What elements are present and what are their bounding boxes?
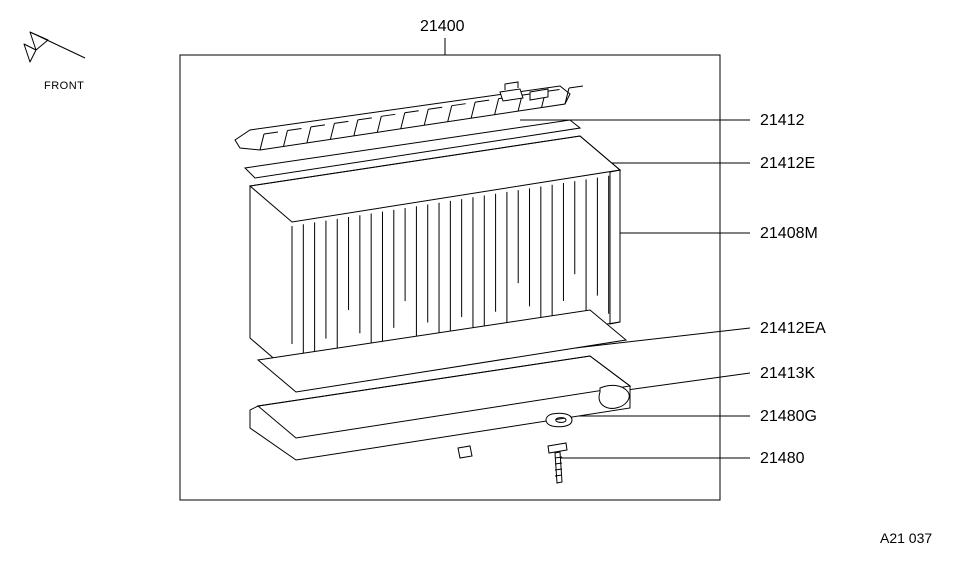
callout-21480: 21480 bbox=[760, 450, 805, 468]
drain-washer bbox=[546, 413, 572, 427]
lower-tank-drain-boss bbox=[458, 446, 472, 458]
assembly-label: 21400 bbox=[420, 18, 465, 36]
callout-21412ea: 21412EA bbox=[760, 320, 826, 338]
corner-code: A21 037 bbox=[880, 530, 932, 546]
callout-21480g: 21480G bbox=[760, 408, 817, 426]
front-arrow-icon bbox=[24, 32, 85, 62]
filler-cap bbox=[500, 82, 523, 101]
callout-21412: 21412 bbox=[760, 112, 805, 130]
callout-21413k: 21413K bbox=[760, 365, 815, 383]
callout-21412e: 21412E bbox=[760, 155, 815, 173]
callout-21408m: 21408M bbox=[760, 225, 818, 243]
upper-tank-ridge bbox=[569, 86, 583, 88]
drain-plug-head bbox=[548, 443, 567, 453]
parts-diagram bbox=[0, 0, 975, 566]
front-arrow-label: FRONT bbox=[44, 80, 84, 92]
